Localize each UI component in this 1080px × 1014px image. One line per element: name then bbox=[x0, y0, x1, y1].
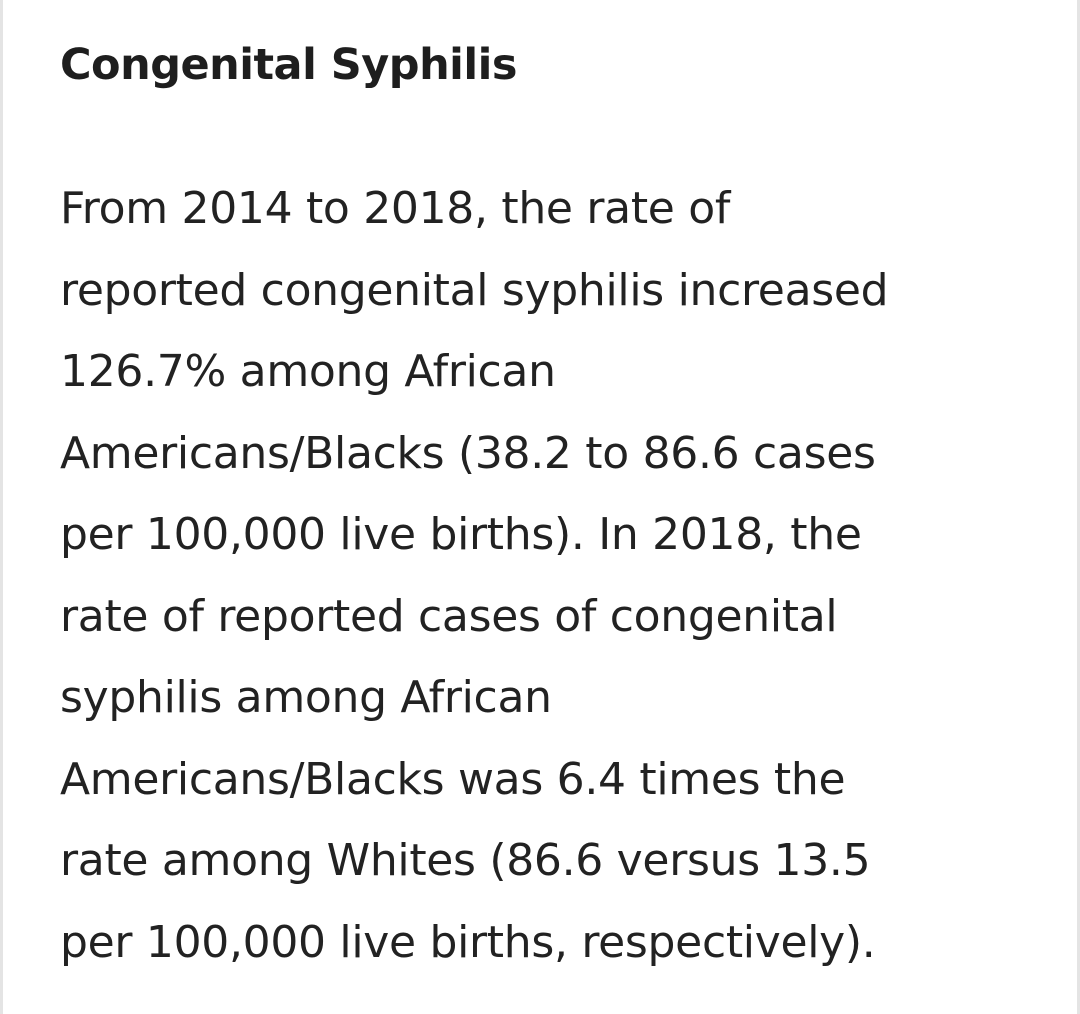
paragraph: From 2014 to 2018, the rate of reported c… bbox=[60, 168, 889, 983]
text-line: reported congenital syphilis increased bbox=[60, 264, 889, 316]
text-line: Americans/Blacks (38.2 to 86.6 cases bbox=[60, 427, 876, 479]
heading: Congenital Syphilis bbox=[60, 40, 518, 90]
text-line: rate of reported cases of congenital bbox=[60, 590, 838, 642]
text-line: syphilis among African bbox=[60, 672, 552, 723]
text-line: From 2014 to 2018, the rate of bbox=[60, 183, 731, 234]
text-line: per 100,000 live births, respectively). bbox=[60, 916, 876, 968]
text-line: 126.7% among African bbox=[60, 346, 556, 397]
text-line: Americans/Blacks was 6.4 times the bbox=[60, 753, 846, 805]
text-line: per 100,000 live births). In 2018, the bbox=[60, 509, 862, 560]
text-line: rate among Whites (86.6 versus 13.5 bbox=[60, 835, 871, 886]
